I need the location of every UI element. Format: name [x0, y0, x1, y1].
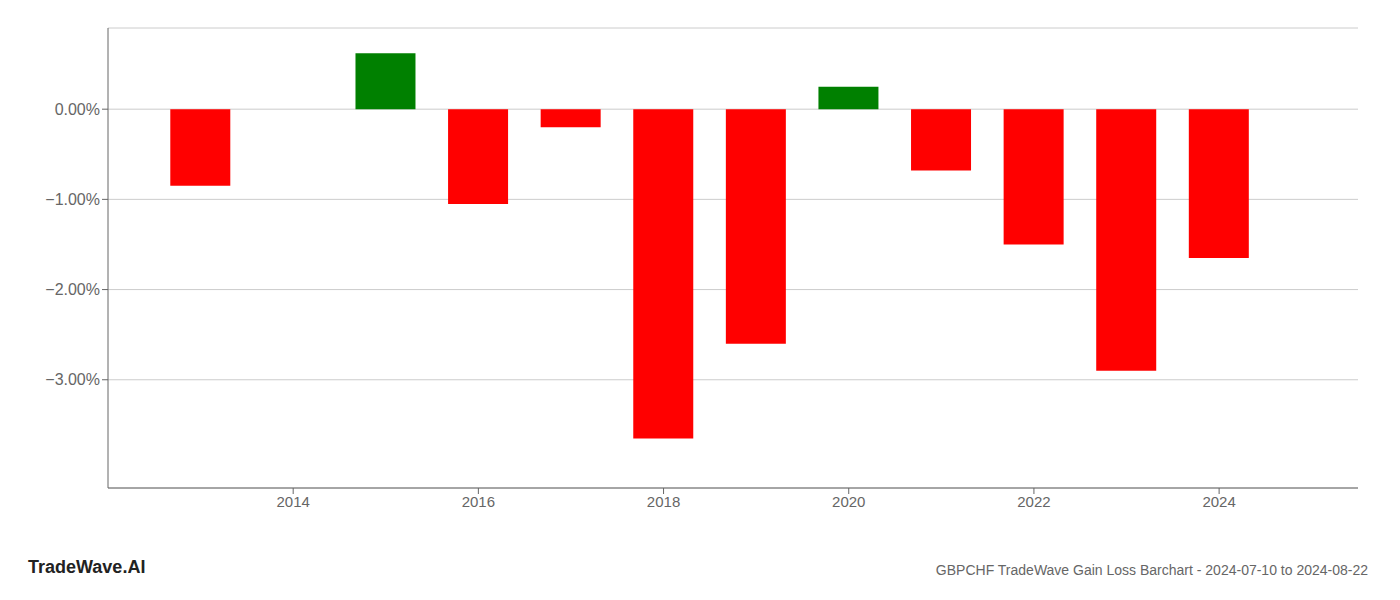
html-text:TradeWave.AI: TradeWave.AI [28, 557, 146, 577]
svg-text:2022: 2022 [1017, 493, 1050, 510]
svg-text:−1.00%: −1.00% [45, 191, 100, 208]
svg-text:−3.00%: −3.00% [45, 371, 100, 388]
svg-text:2020: 2020 [832, 493, 865, 510]
svg-text:2016: 2016 [462, 493, 495, 510]
svg-text:−2.00%: −2.00% [45, 281, 100, 298]
svg-text:2014: 2014 [276, 493, 309, 510]
svg-text:2024: 2024 [1202, 493, 1235, 510]
svg-text:2018: 2018 [647, 493, 680, 510]
html-text:GBPCHF TradeWave Gain Loss Bar: GBPCHF TradeWave Gain Loss Barchart - 20… [935, 562, 1368, 578]
svg-text:0.00%: 0.00% [55, 101, 100, 118]
